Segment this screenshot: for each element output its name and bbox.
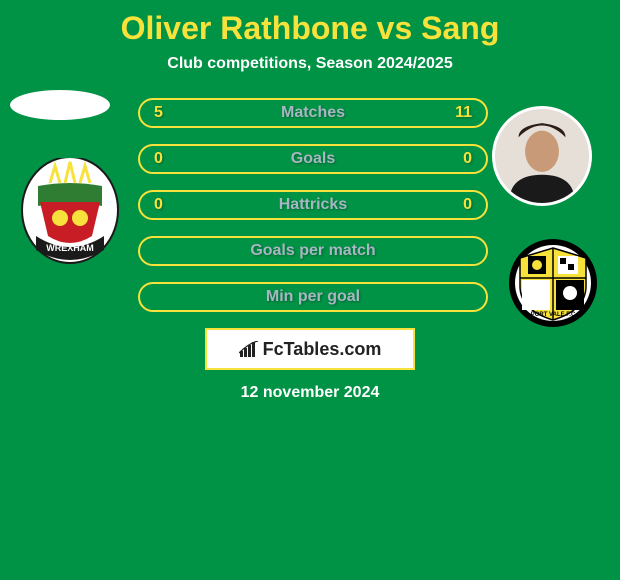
stat-row-hattricks: 0 Hattricks 0 [138,190,488,220]
player-photo-right [492,106,592,206]
subtitle: Club competitions, Season 2024/2025 [0,55,620,73]
stat-row-goals-per-match: Goals per match [138,236,488,266]
stat-label: Goals [291,150,335,168]
stat-label: Hattricks [279,196,347,214]
main-area: WREXHAM PORT VALE F.C 5 [0,98,620,402]
stat-value-left: 0 [154,196,163,214]
stat-rows: 5 Matches 11 0 Goals 0 0 Hattricks 0 Goa… [138,98,488,312]
stat-label: Min per goal [266,288,360,306]
stat-label: Matches [281,104,345,122]
svg-text:WREXHAM: WREXHAM [46,243,94,253]
brand-text: FcTables.com [263,339,382,360]
player-photo-left [10,90,110,120]
stat-value-right: 0 [463,150,472,168]
svg-text:PORT VALE F.C: PORT VALE F.C [531,312,576,318]
club-badge-right: PORT VALE F.C [508,238,598,328]
stat-value-left: 0 [154,150,163,168]
bar-chart-icon [239,341,259,357]
stat-value-left: 5 [154,104,163,122]
brand-box: FcTables.com [205,328,415,370]
stat-row-min-per-goal: Min per goal [138,282,488,312]
stat-value-right: 0 [463,196,472,214]
stat-value-right: 11 [455,104,472,122]
stat-row-goals: 0 Goals 0 [138,144,488,174]
stat-label: Goals per match [250,242,375,260]
page-title: Oliver Rathbone vs Sang [0,0,620,47]
club-badge-left: WREXHAM [20,158,120,268]
date-line: 12 november 2024 [0,384,620,402]
infographic-container: Oliver Rathbone vs Sang Club competition… [0,0,620,580]
stat-row-matches: 5 Matches 11 [138,98,488,128]
